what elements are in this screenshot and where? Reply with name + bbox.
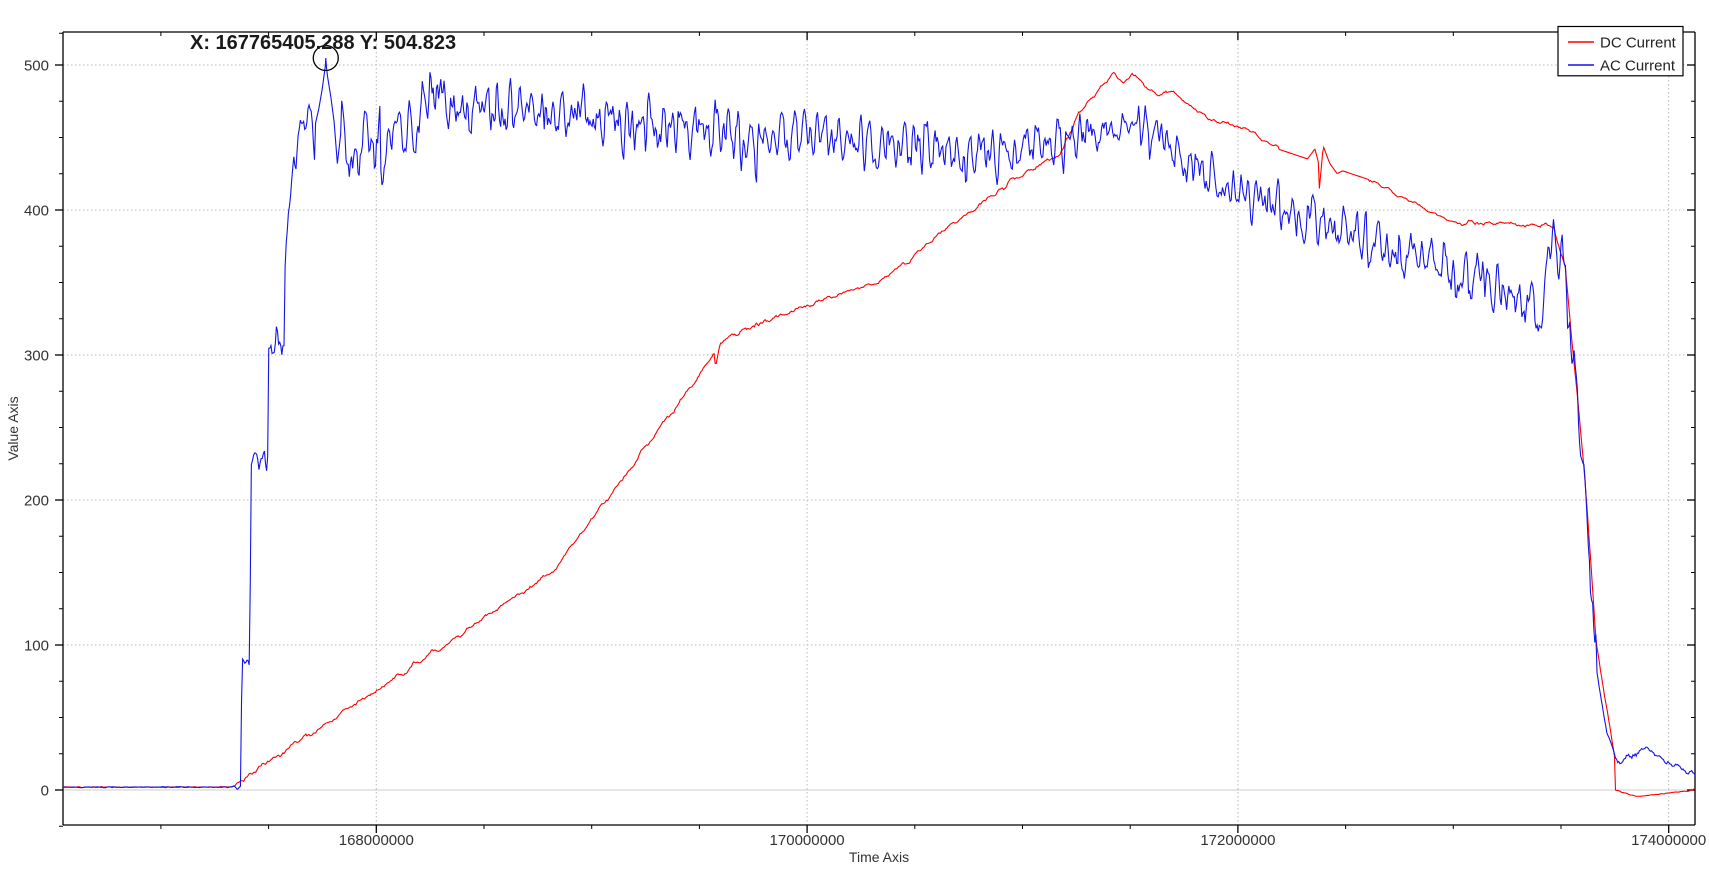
svg-text:500: 500 [24, 58, 49, 75]
svg-text:170000000: 170000000 [770, 832, 845, 849]
svg-text:0: 0 [41, 783, 49, 800]
svg-text:100: 100 [24, 638, 49, 655]
svg-text:200: 200 [24, 493, 49, 510]
svg-text:400: 400 [24, 203, 49, 220]
svg-text:300: 300 [24, 348, 49, 365]
svg-text:168000000: 168000000 [339, 832, 414, 849]
svg-text:Time Axis: Time Axis [849, 849, 909, 865]
svg-text:174000000: 174000000 [1631, 832, 1706, 849]
svg-text:AC Current: AC Current [1600, 58, 1676, 75]
svg-text:Value Axis: Value Axis [5, 396, 21, 460]
svg-text:X: 167765405.288 Y: 504.823: X: 167765405.288 Y: 504.823 [190, 32, 456, 54]
svg-text:172000000: 172000000 [1200, 832, 1275, 849]
svg-text:DC Current: DC Current [1600, 35, 1677, 52]
